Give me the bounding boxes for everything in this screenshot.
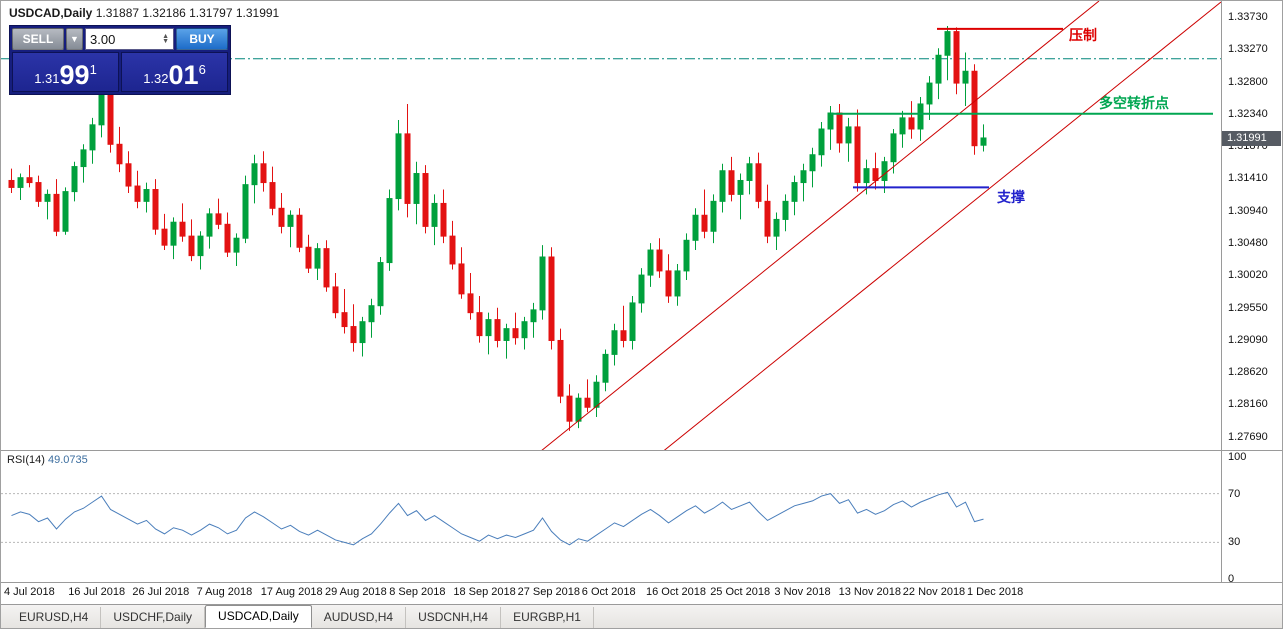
current-price-tag: 1.31991	[1222, 130, 1281, 146]
order-type-dropdown[interactable]: ▼	[66, 28, 83, 50]
time-tick: 22 Nov 2018	[902, 586, 966, 598]
main-chart[interactable]	[1, 1, 1282, 451]
sell-price-big: 99	[59, 60, 90, 90]
time-tick: 26 Jul 2018	[132, 586, 190, 598]
price-tick: 1.28160	[1228, 398, 1268, 411]
rsi-panel-divider[interactable]	[1, 450, 1282, 451]
time-tick: 27 Sep 2018	[517, 586, 580, 598]
rsi-value: 49.0735	[47, 454, 88, 466]
chart-area[interactable]: 1.33730 1.33270 1.32800 1.32340 1.31870 1.314…	[1, 1, 1282, 603]
price-tick: 1.31410	[1228, 172, 1268, 185]
time-axis-divider	[1, 582, 1282, 583]
volume-spinner[interactable]: ▲ ▼	[162, 33, 169, 45]
price-tick: 1.27690	[1228, 431, 1268, 444]
sell-price-sup: 1	[89, 62, 97, 77]
price-tick: 1.32800	[1228, 75, 1268, 88]
tab-usdcnh-h4[interactable]: USDCNH,H4	[406, 607, 502, 628]
time-tick: 7 Aug 2018	[196, 586, 253, 598]
tab-usdchf-daily[interactable]: USDCHF,Daily	[101, 607, 206, 628]
one-click-trading-panel: SELL ▼ 3.00 ▲ ▼ BUY 1.31 99 1 1.32 01 6	[9, 25, 231, 95]
price-tick: 1.33270	[1228, 43, 1268, 55]
time-tick: 4 Jul 2018	[4, 586, 55, 598]
sell-button[interactable]: SELL	[12, 28, 64, 50]
time-tick: 1 Dec 2018	[967, 586, 1024, 598]
buy-price-prefix: 1.32	[143, 71, 169, 86]
chevron-down-icon: ▼	[70, 34, 79, 44]
sell-price-prefix: 1.31	[34, 71, 60, 86]
tab-usdcad-daily[interactable]: USDCAD,Daily	[205, 605, 312, 628]
chevron-up-icon: ▲	[162, 33, 169, 40]
price-axis-border	[1221, 1, 1222, 582]
buy-price-sup: 6	[198, 62, 206, 77]
buy-button[interactable]: BUY	[176, 28, 228, 50]
tab-eurgbp-h1[interactable]: EURGBP,H1	[501, 607, 594, 628]
price-tick: 1.30020	[1228, 269, 1268, 282]
rsi-tick: 100	[1228, 451, 1247, 463]
rsi-name: RSI(14)	[7, 454, 45, 466]
time-tick: 17 Aug 2018	[260, 586, 323, 598]
price-tick: 1.29090	[1228, 333, 1268, 346]
buy-price-quote[interactable]: 1.32 01 6	[121, 52, 228, 92]
chart-title: USDCAD,Daily 1.31887 1.32186 1.31797 1.3…	[9, 6, 279, 20]
rsi-tick: 0	[1228, 573, 1235, 585]
time-tick: 3 Nov 2018	[774, 586, 831, 598]
tab-eurusd-h4[interactable]: EURUSD,H4	[7, 607, 102, 628]
tab-audusd-h4[interactable]: AUDUSD,H4	[312, 607, 407, 628]
price-tick: 1.30480	[1228, 237, 1268, 250]
time-tick: 13 Nov 2018	[838, 586, 901, 598]
price-tick: 1.33730	[1228, 11, 1268, 23]
volume-value: 3.00	[90, 31, 116, 47]
time-tick: 8 Sep 2018	[389, 586, 446, 598]
rsi-chart[interactable]	[1, 451, 1282, 582]
price-tick: 1.30940	[1228, 205, 1268, 218]
price-tick: 1.28620	[1228, 366, 1268, 379]
chevron-down-icon: ▼	[162, 38, 169, 45]
time-tick: 16 Oct 2018	[646, 586, 706, 598]
symbol-title: USDCAD,Daily	[9, 6, 93, 20]
time-tick: 6 Oct 2018	[581, 586, 636, 598]
time-tick: 18 Sep 2018	[453, 586, 516, 598]
resistance-annotation-label[interactable]: 压制	[1069, 27, 1097, 43]
current-price-value: 1.31991	[1227, 131, 1267, 144]
chart-tab-bar: EURUSD,H4 USDCHF,Daily USDCAD,Daily AUDUSD,…	[1, 604, 1282, 628]
time-tick: 16 Jul 2018	[68, 586, 126, 598]
ohlc-values: 1.31887 1.32186 1.31797 1.31991	[95, 6, 280, 20]
buy-price-big: 01	[168, 60, 199, 90]
time-tick: 25 Oct 2018	[710, 586, 771, 598]
rsi-indicator-label: RSI(14) 49.0735	[7, 454, 88, 466]
pivot-annotation-label[interactable]: 多空转折点	[1099, 95, 1169, 111]
time-tick: 29 Aug 2018	[325, 586, 387, 598]
sell-price-quote[interactable]: 1.31 99 1	[12, 52, 119, 92]
support-annotation-label[interactable]: 支撑	[997, 189, 1025, 205]
rsi-tick: 70	[1228, 487, 1241, 500]
rsi-tick: 30	[1228, 536, 1241, 549]
price-tick: 1.29550	[1228, 301, 1268, 314]
price-tick: 1.32340	[1228, 107, 1268, 120]
volume-input[interactable]: 3.00 ▲ ▼	[85, 28, 174, 50]
